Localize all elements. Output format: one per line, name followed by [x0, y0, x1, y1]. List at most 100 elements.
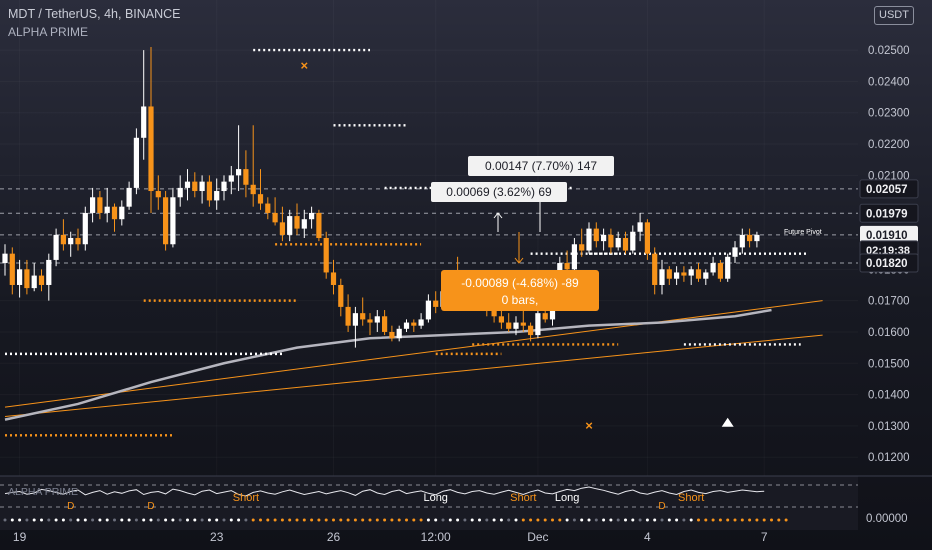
candle-body [374, 316, 380, 323]
price-tick-label: 0.02200 [868, 139, 910, 151]
price-tick-label: 0.01200 [868, 452, 910, 464]
candle-body [695, 269, 702, 279]
signal-dot [704, 518, 708, 522]
candle-body [60, 234, 66, 245]
candle-body [674, 272, 680, 279]
signal-dot [193, 518, 197, 522]
candle-body [579, 244, 585, 251]
x-marker: × [585, 418, 593, 433]
candle-body [184, 181, 191, 188]
signal-dot [463, 518, 467, 522]
candle-body [528, 325, 534, 336]
candle-body [199, 181, 205, 192]
signal-dot [156, 518, 160, 522]
time-axis[interactable]: 19 23 26 12:00 Dec 4 7 [13, 530, 768, 544]
candle-body [2, 253, 8, 264]
candle-body [710, 263, 716, 273]
candle-body [637, 222, 643, 232]
signal-dot [3, 518, 7, 522]
price-axis[interactable]: 0.025000.024000.023000.022000.021000.019… [859, 45, 919, 464]
signal-dot [280, 518, 284, 522]
ma-line [4, 308, 772, 421]
signal-dot [288, 518, 292, 522]
candle-body [382, 316, 388, 332]
measure-arrow-head [493, 212, 503, 219]
signal-dot [543, 518, 547, 522]
signal-dot [412, 518, 416, 522]
candle-body [542, 313, 548, 320]
price-tick-label: 0.01400 [868, 390, 910, 402]
candle-body [141, 106, 147, 138]
candle-body [90, 197, 96, 213]
signal-dot [762, 518, 766, 522]
signal-dot [207, 518, 211, 522]
signal-dot [667, 518, 671, 522]
signal-label: Long [555, 492, 579, 504]
level-lines [0, 48, 858, 437]
currency-badge[interactable]: USDT [874, 6, 914, 25]
indicator-line [4, 486, 765, 497]
candle-body [38, 275, 45, 285]
signal-dot [375, 518, 379, 522]
signal-dot [631, 518, 635, 522]
signal-dot [186, 518, 189, 522]
candle-body [520, 322, 526, 326]
signal-dot [25, 518, 29, 522]
indicator-name: ALPHA PRIME [8, 25, 89, 39]
signal-dot [521, 518, 525, 522]
measure-label-short: 0.00069 (3.62%) 69 [446, 185, 552, 199]
symbol-title: MDT / TetherUS, 4h, BINANCE [8, 7, 181, 21]
candle-body [747, 234, 753, 242]
measure-box-short [431, 182, 567, 202]
signal-dot [456, 518, 460, 522]
candle-body [403, 322, 410, 329]
price-label: 0.02057 [866, 184, 908, 196]
candle-body [330, 272, 337, 285]
time-tick-label: 4 [644, 530, 651, 544]
candle-body [615, 238, 621, 248]
signal-dot [164, 518, 168, 522]
signal-dot [624, 518, 627, 522]
signal-dot [638, 518, 642, 522]
trend-line [4, 300, 823, 408]
signal-dot [127, 518, 131, 522]
signal-dot [317, 518, 321, 522]
signal-dot [740, 518, 744, 522]
candle-body [644, 222, 650, 254]
signal-letter: D [147, 501, 154, 512]
signal-dot [324, 518, 328, 522]
indicator-panel-name: ALPHA PRIME [8, 486, 78, 498]
candle-body [155, 191, 161, 198]
signal-dot [332, 518, 335, 522]
candle-body [323, 238, 329, 273]
signal-dot [244, 518, 248, 522]
price-label-box [859, 179, 919, 199]
candle-body [236, 169, 242, 176]
signal-dot [237, 518, 241, 522]
signal-dot [419, 518, 423, 522]
price-tick-label: 0.01300 [868, 421, 910, 433]
x-marker: × [301, 58, 309, 73]
candle-body [666, 269, 672, 279]
signal-dot [91, 518, 95, 522]
candle-body [688, 269, 694, 276]
measure-tools[interactable]: 0.00147 (7.70%) 147 0.00069 (3.62%) 69 -0.… [431, 156, 822, 311]
candle-body [396, 328, 402, 339]
signal-dot [645, 518, 649, 522]
candle-body [681, 272, 687, 276]
signal-dot [47, 518, 51, 522]
candle-body [228, 175, 234, 182]
signal-dot [266, 518, 270, 522]
signal-dot [215, 518, 219, 522]
signal-dot [580, 518, 584, 522]
signal-dot [434, 518, 438, 522]
candle-body [732, 247, 738, 257]
candle-body [754, 234, 760, 242]
signal-dot [602, 518, 606, 522]
candle-body [717, 263, 723, 279]
candle-body [586, 228, 592, 251]
signal-dot [536, 518, 540, 522]
candle-body [97, 197, 103, 213]
candle-body [163, 197, 169, 245]
